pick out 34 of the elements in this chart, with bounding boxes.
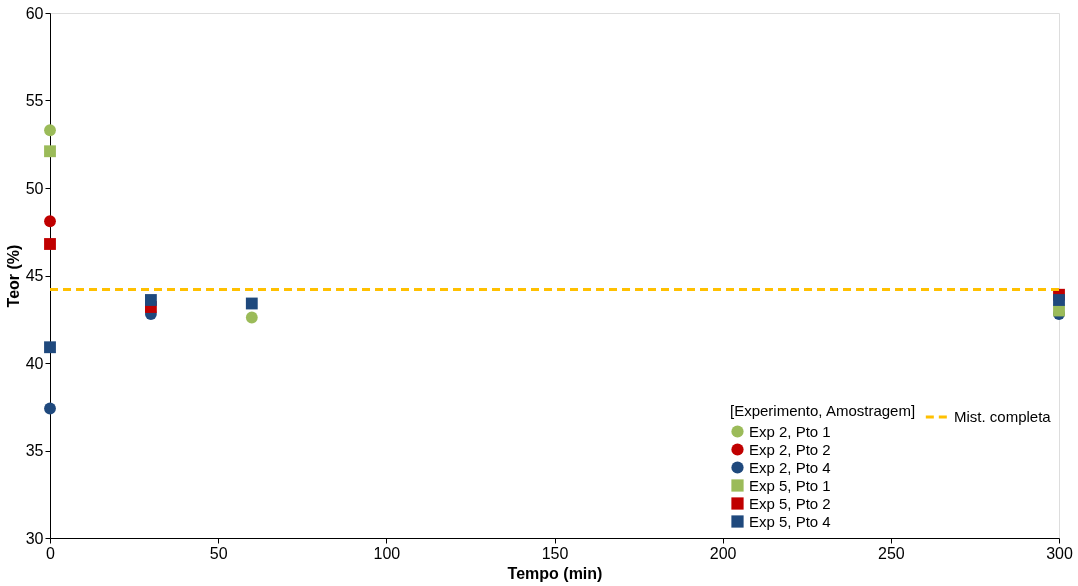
legend-label: Exp 5, Pto 4	[749, 512, 831, 530]
point	[44, 145, 56, 158]
x-tick-label: 250	[877, 544, 905, 562]
point	[44, 215, 56, 228]
point	[44, 124, 56, 137]
legend-title: [Experimento, Amostragem]	[730, 402, 916, 419]
y-axis-title: Teor (%)	[4, 244, 22, 308]
y-tick-label: 35	[25, 442, 44, 459]
y-tick-label: 50	[25, 179, 44, 197]
legend-label: Mist. completa	[954, 408, 1052, 425]
point	[245, 311, 258, 324]
x-tick-label: 200	[709, 544, 737, 562]
x-tick-label: 0	[46, 544, 56, 562]
x-tick-label: 50	[209, 544, 228, 562]
point	[1053, 294, 1065, 306]
legend-label: Exp 2, Pto 1	[749, 422, 831, 440]
point	[44, 402, 56, 415]
point	[44, 238, 56, 250]
legend-label: Exp 5, Pto 1	[749, 476, 831, 494]
y-tick-label: 40	[25, 354, 44, 372]
y-tick-label: 60	[25, 4, 44, 22]
x-tick-label: 100	[373, 544, 401, 562]
legend-label: Exp 5, Pto 2	[749, 494, 831, 512]
y-tick-label: 45	[25, 267, 44, 284]
legend-label: Exp 2, Pto 4	[749, 458, 831, 476]
x-tick-label: 300	[1046, 544, 1073, 562]
point	[44, 341, 56, 354]
x-axis-title: Tempo (min)	[507, 564, 603, 582]
point	[144, 294, 157, 306]
x-tick-label: 150	[541, 544, 569, 562]
y-tick-label: 55	[25, 92, 44, 109]
y-tick-label: 30	[25, 529, 44, 547]
point	[245, 297, 258, 310]
legend-label: Exp 2, Pto 2	[749, 440, 831, 458]
